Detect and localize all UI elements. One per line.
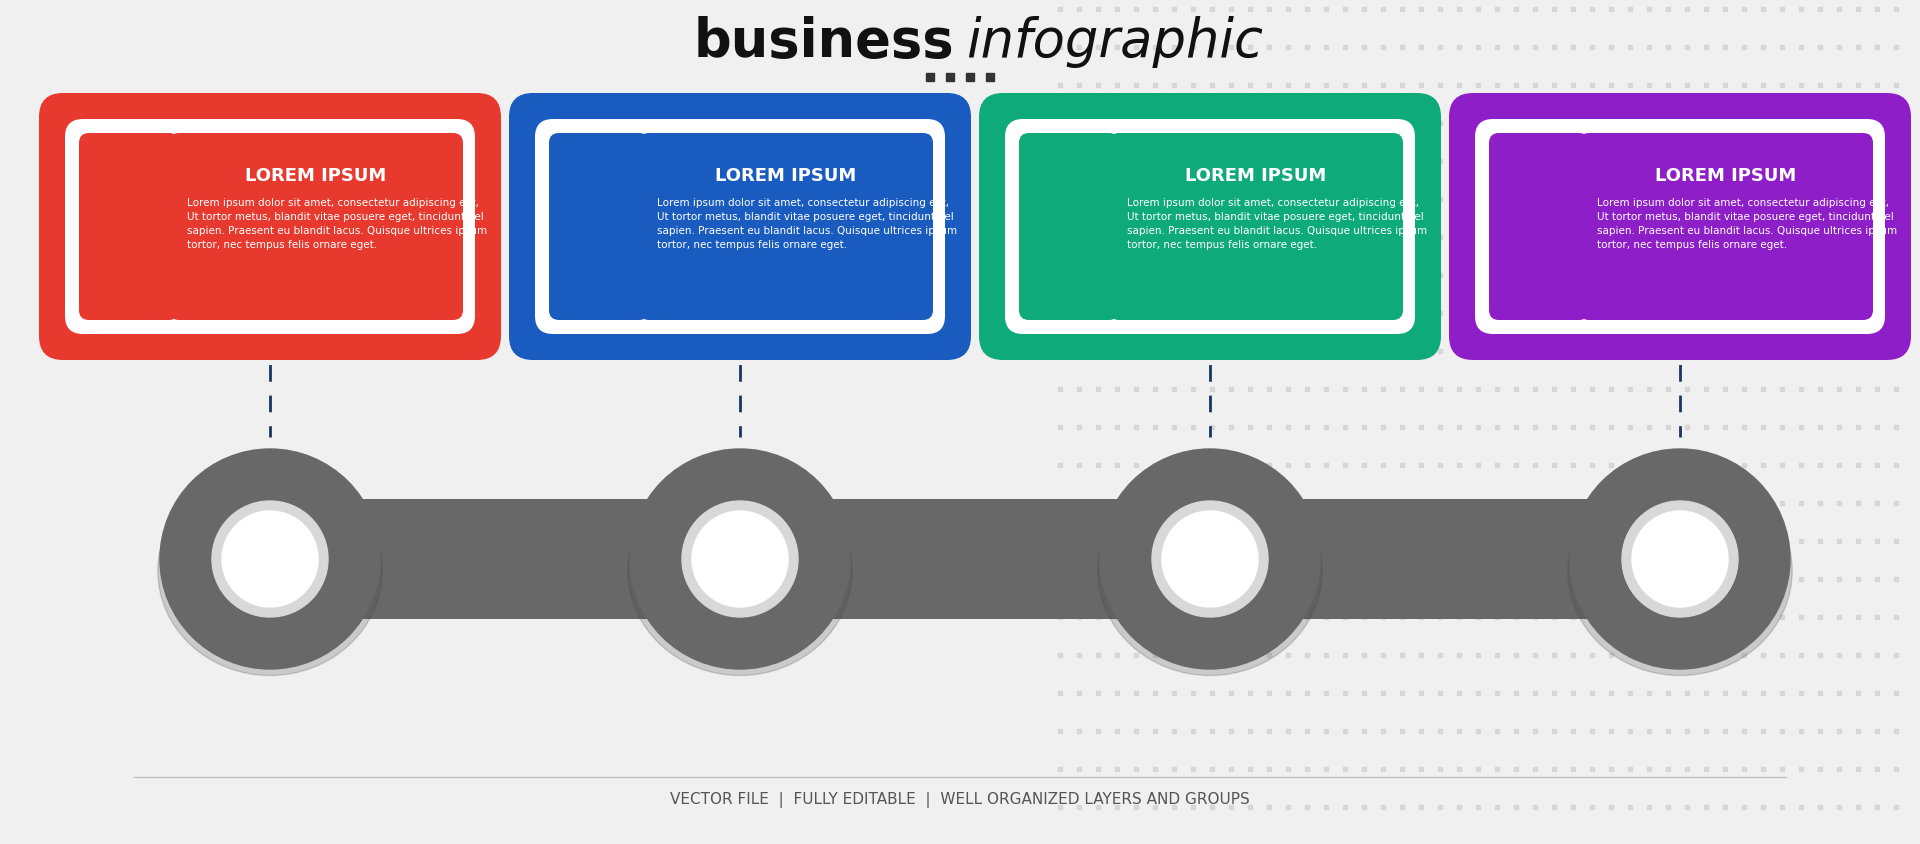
Circle shape bbox=[1162, 511, 1258, 608]
Text: LOREM IPSUM: LOREM IPSUM bbox=[1185, 167, 1327, 185]
Circle shape bbox=[1100, 450, 1321, 669]
FancyBboxPatch shape bbox=[1490, 134, 1590, 321]
Text: Lorem ipsum dolor sit amet, consectetur adipiscing elit,
Ut tortor metus, blandi: Lorem ipsum dolor sit amet, consectetur … bbox=[186, 197, 488, 250]
Circle shape bbox=[691, 511, 787, 608]
FancyBboxPatch shape bbox=[271, 500, 1680, 619]
Circle shape bbox=[223, 511, 319, 608]
FancyBboxPatch shape bbox=[1475, 120, 1885, 334]
Circle shape bbox=[682, 501, 799, 617]
Text: infographic: infographic bbox=[966, 16, 1263, 68]
Circle shape bbox=[1632, 511, 1728, 608]
Text: Lorem ipsum dolor sit amet, consectetur adipiscing elit,
Ut tortor metus, blandi: Lorem ipsum dolor sit amet, consectetur … bbox=[1127, 197, 1427, 250]
FancyBboxPatch shape bbox=[1004, 120, 1415, 334]
FancyBboxPatch shape bbox=[509, 94, 972, 360]
Circle shape bbox=[1622, 501, 1738, 617]
Circle shape bbox=[211, 501, 328, 617]
Circle shape bbox=[159, 450, 380, 669]
FancyBboxPatch shape bbox=[65, 120, 474, 334]
Ellipse shape bbox=[1569, 467, 1791, 676]
Text: business: business bbox=[693, 16, 954, 68]
FancyBboxPatch shape bbox=[536, 120, 945, 334]
FancyBboxPatch shape bbox=[79, 134, 179, 321]
Ellipse shape bbox=[628, 467, 852, 676]
Circle shape bbox=[630, 450, 851, 669]
FancyBboxPatch shape bbox=[639, 134, 933, 321]
Ellipse shape bbox=[1098, 467, 1323, 676]
FancyBboxPatch shape bbox=[1578, 134, 1874, 321]
FancyBboxPatch shape bbox=[1020, 134, 1119, 321]
FancyBboxPatch shape bbox=[1450, 94, 1910, 360]
Text: VECTOR FILE  |  FULLY EDITABLE  |  WELL ORGANIZED LAYERS AND GROUPS: VECTOR FILE | FULLY EDITABLE | WELL ORGA… bbox=[670, 791, 1250, 807]
Text: Lorem ipsum dolor sit amet, consectetur adipiscing elit,
Ut tortor metus, blandi: Lorem ipsum dolor sit amet, consectetur … bbox=[1597, 197, 1897, 250]
FancyBboxPatch shape bbox=[549, 134, 649, 321]
Ellipse shape bbox=[157, 467, 382, 676]
FancyBboxPatch shape bbox=[1110, 134, 1404, 321]
Circle shape bbox=[1152, 501, 1267, 617]
Text: Lorem ipsum dolor sit amet, consectetur adipiscing elit,
Ut tortor metus, blandi: Lorem ipsum dolor sit amet, consectetur … bbox=[657, 197, 958, 250]
Circle shape bbox=[1571, 450, 1789, 669]
FancyBboxPatch shape bbox=[979, 94, 1442, 360]
FancyBboxPatch shape bbox=[38, 94, 501, 360]
Text: LOREM IPSUM: LOREM IPSUM bbox=[1655, 167, 1797, 185]
Text: LOREM IPSUM: LOREM IPSUM bbox=[246, 167, 386, 185]
FancyBboxPatch shape bbox=[169, 134, 463, 321]
Text: LOREM IPSUM: LOREM IPSUM bbox=[716, 167, 856, 185]
